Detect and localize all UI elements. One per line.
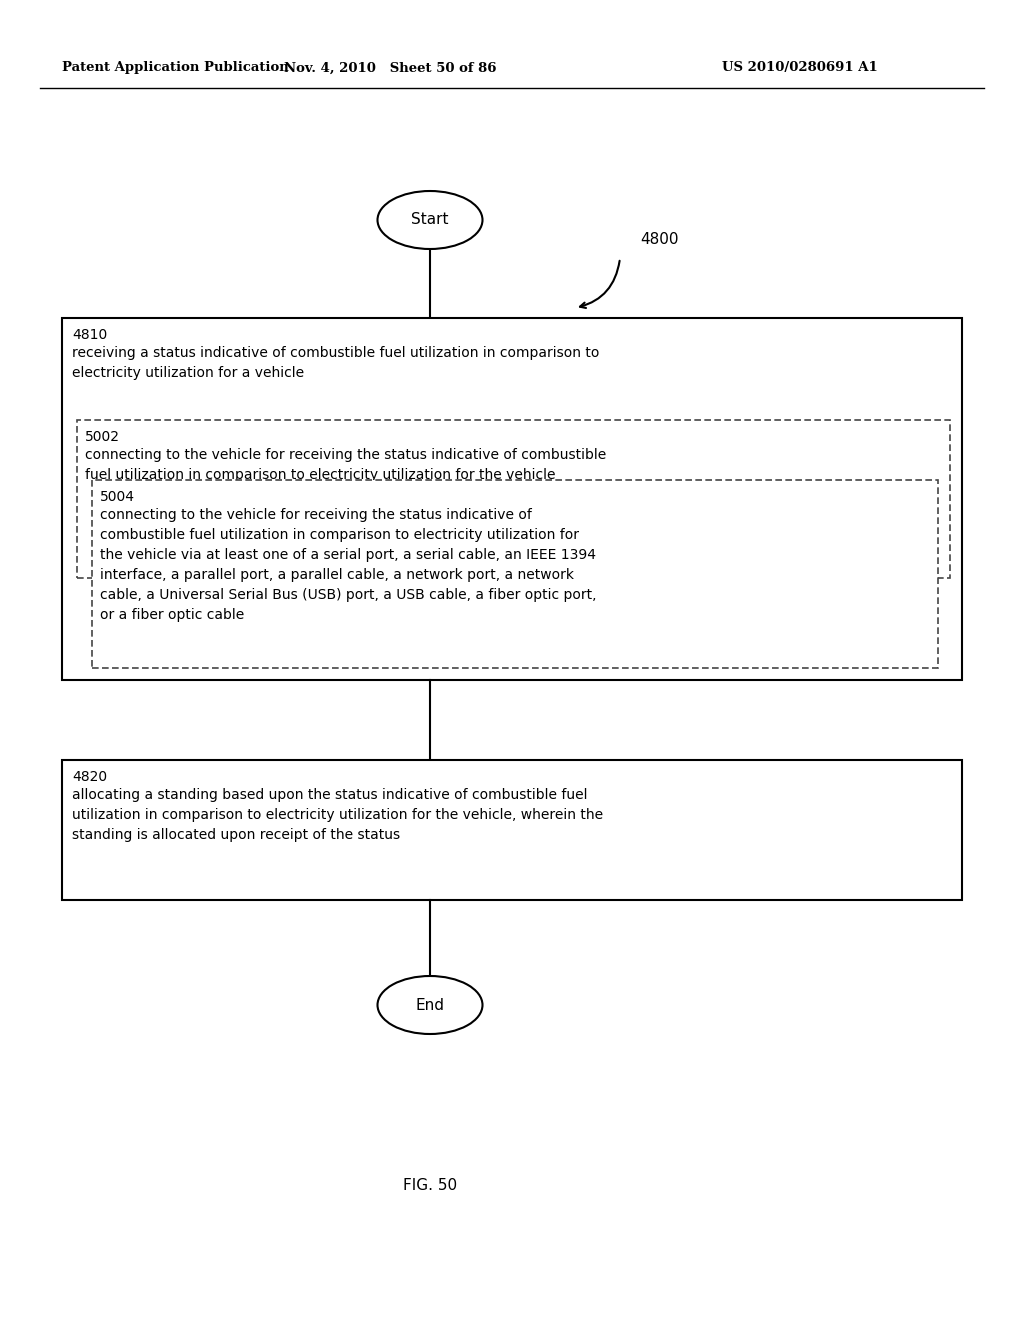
Text: Nov. 4, 2010   Sheet 50 of 86: Nov. 4, 2010 Sheet 50 of 86 [284,62,497,74]
Text: 4800: 4800 [640,232,679,248]
Text: 5004: 5004 [100,490,135,504]
Text: Patent Application Publication: Patent Application Publication [62,62,289,74]
Ellipse shape [378,191,482,249]
Text: connecting to the vehicle for receiving the status indicative of
combustible fue: connecting to the vehicle for receiving … [100,508,597,622]
Text: FIG. 50: FIG. 50 [402,1177,457,1192]
Text: 4820: 4820 [72,770,108,784]
FancyBboxPatch shape [62,760,962,900]
FancyBboxPatch shape [62,318,962,680]
Text: US 2010/0280691 A1: US 2010/0280691 A1 [722,62,878,74]
FancyBboxPatch shape [92,480,938,668]
Text: receiving a status indicative of combustible fuel utilization in comparison to
e: receiving a status indicative of combust… [72,346,599,380]
Text: Start: Start [412,213,449,227]
Text: allocating a standing based upon the status indicative of combustible fuel
utili: allocating a standing based upon the sta… [72,788,603,842]
FancyBboxPatch shape [77,420,950,578]
Ellipse shape [378,975,482,1034]
Text: End: End [416,998,444,1012]
Text: 5002: 5002 [85,430,120,444]
Text: connecting to the vehicle for receiving the status indicative of combustible
fue: connecting to the vehicle for receiving … [85,447,606,482]
Text: 4810: 4810 [72,327,108,342]
